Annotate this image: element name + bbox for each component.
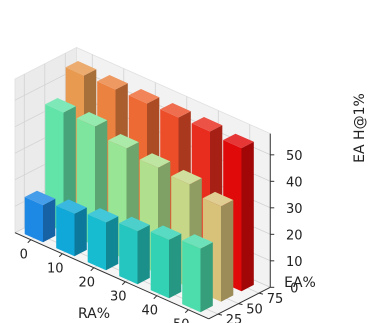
- x-axis-line: [14, 232, 209, 320]
- bar-side-face: [106, 216, 119, 271]
- bar-side-face: [43, 198, 56, 243]
- bar-ea25-ra30: [119, 216, 150, 285]
- bar-front-face: [24, 197, 43, 243]
- z-tick-label: 30: [286, 202, 303, 217]
- y-tick-mark: [238, 303, 243, 306]
- x-tick-mark: [27, 239, 32, 244]
- bar-ea25-ra0: [24, 190, 56, 243]
- bar-side-face: [137, 224, 150, 285]
- bar-top-face: [97, 75, 128, 90]
- bars: [24, 61, 254, 313]
- bar-side-face: [200, 242, 213, 313]
- bar-side-face: [74, 207, 87, 257]
- bar-top-face: [150, 225, 182, 240]
- z-tick-label: 10: [286, 255, 303, 270]
- bar-top-face: [87, 208, 119, 223]
- y-tick-mark: [217, 313, 223, 316]
- bar-top-face: [56, 199, 87, 214]
- bar-front-face: [87, 214, 106, 271]
- bar-top-face: [223, 133, 254, 149]
- bar-top-face: [24, 190, 56, 206]
- x-tick-label: 40: [142, 304, 159, 319]
- bar-ea25-ra50: [182, 234, 213, 313]
- x-tick-mark: [184, 309, 189, 314]
- y-tick-label: 75: [267, 292, 284, 307]
- bar-front-face: [150, 231, 169, 299]
- x-tick-mark: [121, 281, 126, 286]
- y-tick-label: 25: [226, 313, 243, 323]
- bar-top-face: [191, 117, 223, 132]
- z-tick-label: 0: [290, 281, 298, 296]
- bar-side-face: [241, 141, 254, 292]
- bar-ea25-ra40: [150, 225, 182, 299]
- bar-top-face: [182, 234, 213, 249]
- x-tick-label: 20: [79, 276, 96, 291]
- x-tick-mark: [90, 267, 95, 272]
- bar-top-face: [171, 169, 202, 185]
- z-axis-title: EA H@1%: [352, 93, 368, 163]
- bar-side-face: [63, 106, 76, 232]
- z-tick-label: 20: [286, 228, 303, 243]
- x-tick-mark: [58, 253, 63, 258]
- bar-top-face: [65, 61, 97, 76]
- tick-labels: 0102030405025507501020304050: [20, 149, 303, 323]
- bar-top-face: [45, 98, 76, 113]
- y-tick-label: 50: [246, 303, 263, 318]
- bar-ea25-ra20: [87, 208, 119, 271]
- z-tick-label: 40: [286, 175, 303, 190]
- bar-side-face: [169, 233, 182, 299]
- bar-top-face: [139, 153, 171, 168]
- bar-top-face: [202, 191, 234, 207]
- z-tick-label: 50: [286, 149, 303, 164]
- x-tick-label: 30: [110, 290, 127, 305]
- bar-ea25-ra10: [56, 199, 87, 257]
- bar-front-face: [182, 240, 201, 313]
- bar-front-face: [56, 205, 75, 257]
- bar-side-face: [221, 200, 234, 302]
- bar-top-face: [128, 89, 160, 104]
- bar-top-face: [119, 216, 150, 232]
- x-tick-label: 50: [173, 318, 190, 323]
- axis-lines: [14, 133, 275, 320]
- x-axis-title: RA%: [78, 306, 110, 322]
- y-tick-mark: [258, 292, 264, 295]
- bar-top-face: [160, 103, 191, 118]
- bar-top-face: [108, 134, 139, 149]
- y-axis-title: EA%: [284, 275, 316, 291]
- bar-top-face: [76, 112, 108, 127]
- bar-front-face: [119, 223, 138, 285]
- x-tick-label: 0: [20, 248, 28, 263]
- y-axis-line: [208, 286, 271, 320]
- x-tick-mark: [153, 295, 158, 300]
- x-tick-label: 10: [47, 262, 64, 277]
